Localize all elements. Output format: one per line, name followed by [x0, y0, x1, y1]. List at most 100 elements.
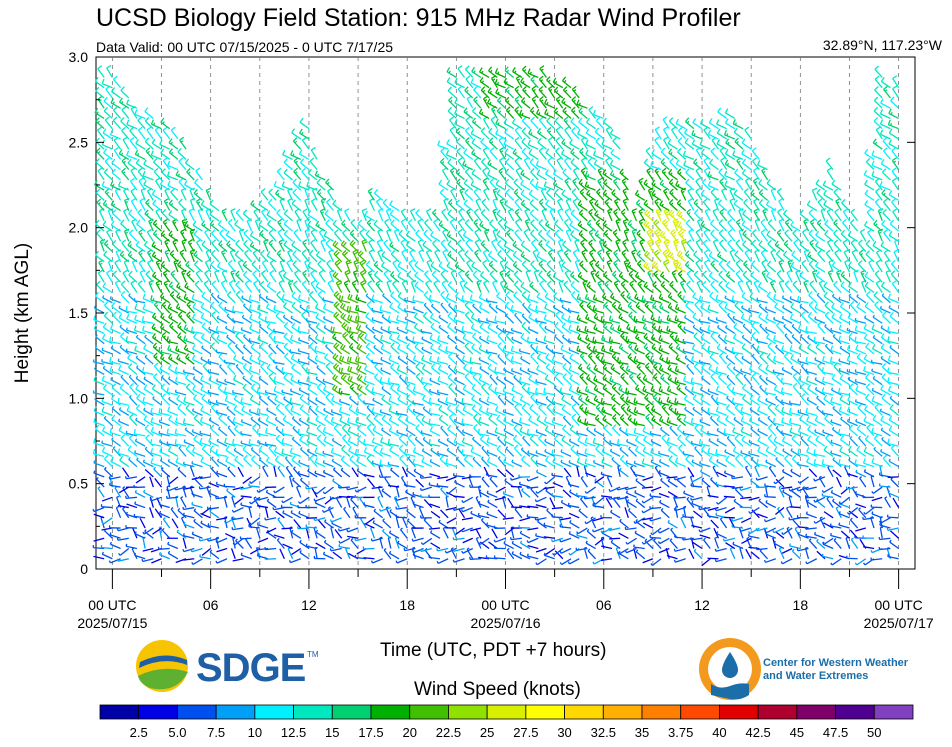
barb-feather — [411, 550, 414, 553]
barb-staff — [103, 387, 113, 396]
barb-staff — [347, 310, 359, 314]
barb-feather — [120, 332, 125, 337]
wind-barb — [150, 407, 162, 417]
wind-barb — [323, 385, 334, 396]
barb-feather — [111, 414, 116, 420]
barb-feather — [226, 240, 231, 246]
barb-feather — [147, 150, 150, 154]
wind-barb — [364, 333, 375, 345]
barb-feather — [160, 230, 165, 235]
barb-feather — [185, 403, 190, 409]
wind-barb — [96, 229, 105, 242]
barb-staff — [290, 558, 301, 564]
wind-barb — [134, 450, 146, 457]
barb-feather — [187, 239, 193, 243]
barb-staff — [117, 537, 129, 541]
barb-staff — [325, 396, 334, 406]
barb-feather — [397, 261, 402, 267]
barb-feather — [226, 313, 230, 317]
barb-feather — [178, 264, 182, 268]
barb-staff — [389, 449, 400, 457]
barb-feather — [356, 343, 361, 349]
wind-barb — [183, 439, 195, 447]
barb-staff — [114, 282, 122, 293]
barb-staff — [227, 222, 236, 232]
barb-staff — [332, 551, 343, 560]
barb-staff — [315, 502, 326, 509]
barb-feather — [101, 406, 105, 412]
barb-feather — [153, 362, 159, 367]
wind-barb — [302, 269, 310, 283]
barb-staff — [126, 329, 138, 335]
barb-staff — [345, 548, 351, 560]
wind-barb — [146, 228, 154, 242]
barb-feather — [155, 304, 159, 308]
wind-barb — [331, 384, 343, 396]
barb-staff — [110, 224, 121, 232]
barb-staff — [323, 409, 334, 416]
barb-staff — [422, 537, 433, 546]
wind-barb — [249, 230, 261, 242]
barb-feather — [322, 297, 325, 301]
wind-barb — [211, 311, 220, 324]
wind-barb — [167, 406, 179, 417]
wind-barb — [314, 486, 326, 495]
wind-barb — [104, 157, 113, 171]
barb-feather — [284, 403, 290, 408]
barb-staff — [276, 212, 285, 222]
barb-feather — [93, 406, 97, 412]
barb-staff — [189, 230, 195, 242]
barb-feather — [216, 334, 220, 340]
wind-barb — [301, 311, 310, 324]
barb-staff — [151, 558, 162, 564]
barb-feather — [200, 405, 204, 411]
wind-barb — [240, 552, 252, 560]
barb-feather — [149, 221, 153, 224]
wind-barb — [297, 348, 310, 355]
barb-staff — [275, 459, 285, 468]
wind-barb — [415, 424, 425, 437]
barb-staff — [182, 486, 187, 498]
barb-feather — [183, 293, 187, 299]
barb-staff — [142, 298, 154, 304]
barb-feather — [93, 437, 96, 444]
barb-feather — [174, 417, 178, 423]
barb-staff — [149, 507, 154, 519]
barb-feather — [153, 254, 157, 258]
barb-feather — [274, 416, 278, 420]
wind-barb — [277, 465, 285, 478]
wind-barb — [208, 436, 220, 447]
wind-barb — [94, 250, 105, 263]
barb-staff — [104, 468, 113, 478]
barb-feather — [261, 233, 264, 237]
barb-feather — [343, 333, 349, 338]
barb-staff — [103, 315, 113, 324]
barb-staff — [143, 527, 154, 535]
wind-barb — [228, 280, 236, 293]
barb-feather — [332, 240, 337, 246]
wind-barb — [313, 496, 326, 502]
barb-staff — [346, 496, 351, 508]
barb-feather — [122, 486, 126, 489]
wind-barb — [168, 353, 179, 365]
barb-feather — [248, 438, 251, 444]
barb-staff — [140, 189, 146, 201]
barb-feather — [335, 292, 340, 298]
barb-feather — [150, 407, 153, 413]
barb-feather — [439, 454, 445, 460]
barb-staff — [261, 272, 269, 283]
barb-feather — [129, 394, 132, 398]
wind-barb — [415, 478, 425, 488]
barb-feather — [249, 354, 253, 360]
wind-barb — [176, 292, 187, 304]
barb-staff — [209, 551, 220, 560]
barb-feather — [276, 290, 281, 296]
barb-feather — [322, 378, 325, 382]
barb-feather — [185, 444, 190, 450]
barb-feather — [351, 335, 354, 339]
barb-staff — [126, 103, 138, 109]
wind-barb — [116, 558, 129, 562]
barb-staff — [216, 472, 228, 478]
barb-feather — [129, 254, 133, 257]
wind-barb — [371, 386, 383, 396]
